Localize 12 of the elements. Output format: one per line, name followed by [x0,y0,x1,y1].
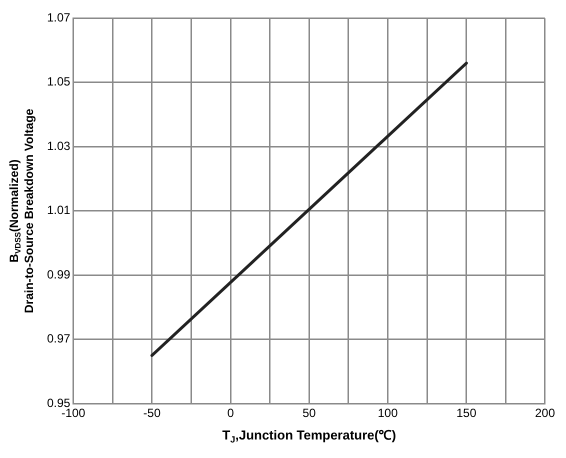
x-tick-label: 200 [534,406,556,420]
x-tick-label: 0 [227,406,234,420]
x-tick-label: 150 [456,406,477,420]
y-tick-label: 1.07 [46,10,71,25]
x-tick-label: 100 [378,406,398,420]
y-tick-label: 0.99 [46,267,71,282]
y-tick-label: 1.05 [46,74,71,89]
x-tick-label: 50 [302,406,316,420]
y-tick-label: 1.03 [46,138,71,153]
x-tick-label: -50 [143,406,161,420]
y-tick-label: 1.01 [46,203,71,218]
y-tick-label: 0.97 [46,332,71,346]
